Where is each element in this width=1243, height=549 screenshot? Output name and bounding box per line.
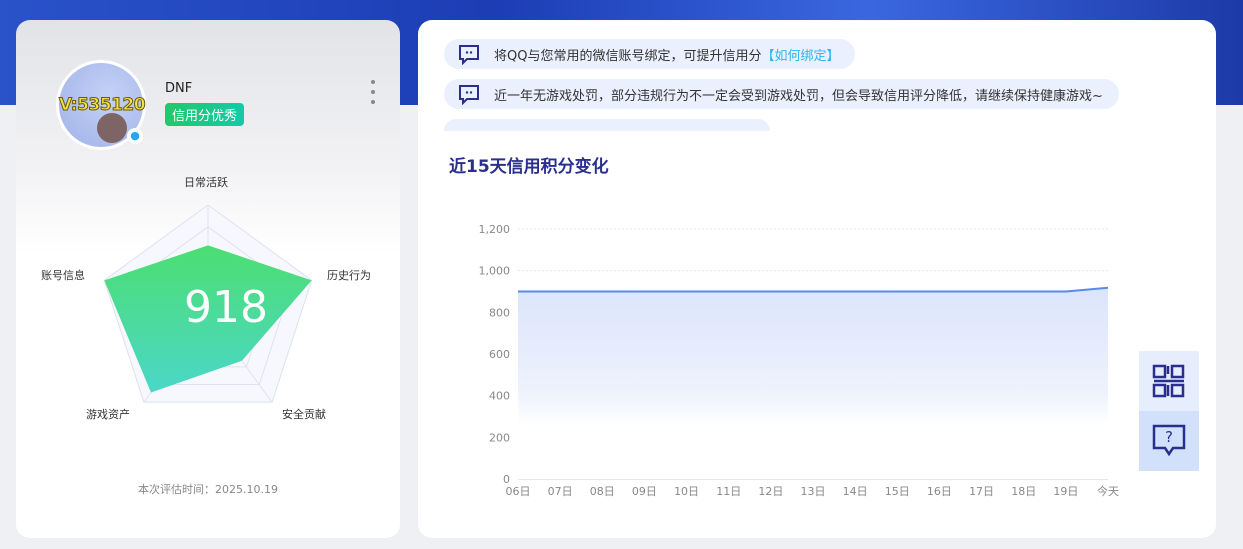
message-icon <box>459 85 479 105</box>
x-tick-label: 18日 <box>1011 485 1036 498</box>
y-tick-label: 400 <box>489 390 510 403</box>
user-name: DNF <box>165 81 193 96</box>
x-tick-label: 13日 <box>801 485 826 498</box>
tip-partial <box>444 119 770 131</box>
radar-label-assets: 游戏资产 <box>86 408 130 421</box>
credit-badge: 信用分优秀 <box>165 103 245 126</box>
how-to-bind-link[interactable]: 【如何绑定】 <box>761 48 840 64</box>
x-tick-label: 06日 <box>506 485 531 498</box>
tip-text: 将QQ与您常用的微信账号绑定，可提升信用分 <box>494 48 762 64</box>
y-tick-label: 0 <box>503 473 510 486</box>
x-tick-label: 09日 <box>632 485 657 498</box>
series-line <box>518 286 1109 293</box>
qq-penguin-icon: ● <box>127 128 143 144</box>
x-tick-label: 08日 <box>590 485 615 498</box>
more-options-icon[interactable] <box>368 80 378 104</box>
profile-card: V:535120 ● DNF 信用分优秀 日常活跃 历史行为 安全贡献 游戏资产… <box>16 20 400 538</box>
svg-text:?: ? <box>1165 428 1173 446</box>
x-tick-label: 15日 <box>885 485 910 498</box>
radar-label-account: 账号信息 <box>41 269 85 282</box>
y-tick-label: 200 <box>489 431 510 444</box>
qr-code-button[interactable] <box>1139 351 1199 411</box>
avatar-bear <box>97 113 127 143</box>
message-icon <box>459 45 479 65</box>
qr-code-icon <box>1152 364 1185 398</box>
radar-chart <box>103 204 313 403</box>
tip-text: 近一年无游戏处罚，部分违规行为不一定会受到游戏处罚，但会导致信用评分降低，请继续… <box>494 88 1103 104</box>
area-fill <box>518 287 1108 479</box>
radar-score-area <box>104 245 312 393</box>
radar-label-daily: 日常活跃 <box>184 176 228 189</box>
credit-score: 918 <box>184 282 268 333</box>
chart-title: 近15天信用积分变化 <box>449 157 609 177</box>
radar-label-history: 历史行为 <box>327 269 371 282</box>
help-chat-icon: ? <box>1152 424 1186 457</box>
vip-text: V:535120 <box>58 95 146 116</box>
tip-bind-wechat: 将QQ与您常用的微信账号绑定，可提升信用分 【如何绑定】 <box>444 39 856 69</box>
credit-panel: 将QQ与您常用的微信账号绑定，可提升信用分 【如何绑定】 近一年无游戏处罚，部分… <box>418 20 1216 538</box>
y-tick-label: 1,200 <box>479 223 511 236</box>
x-tick-label: 17日 <box>969 485 994 498</box>
x-tick-label: 11日 <box>716 485 741 498</box>
y-tick-label: 800 <box>489 306 510 319</box>
y-tick-label: 600 <box>489 348 510 361</box>
x-tick-label: 16日 <box>927 485 952 498</box>
x-tick-label: 12日 <box>758 485 783 498</box>
x-tick-label: 19日 <box>1053 485 1078 498</box>
x-tick-label: 今天 <box>1097 484 1119 498</box>
credit-line-chart: 0 200 400 600 800 1,000 1,200 06日 07日 08日 09日 10日 11… <box>479 223 1120 498</box>
tip-no-penalty: 近一年无游戏处罚，部分违规行为不一定会受到游戏处罚，但会导致信用评分降低，请继续… <box>444 79 1119 109</box>
help-button[interactable]: ? <box>1139 411 1199 471</box>
evaluation-time: 本次评估时间：2025.10.19 <box>138 483 278 496</box>
x-tick-label: 07日 <box>548 485 573 498</box>
x-tick-label: 10日 <box>674 485 699 498</box>
y-tick-label: 1,000 <box>479 265 511 278</box>
x-tick-label: 14日 <box>843 485 868 498</box>
radar-label-security: 安全贡献 <box>282 408 326 421</box>
